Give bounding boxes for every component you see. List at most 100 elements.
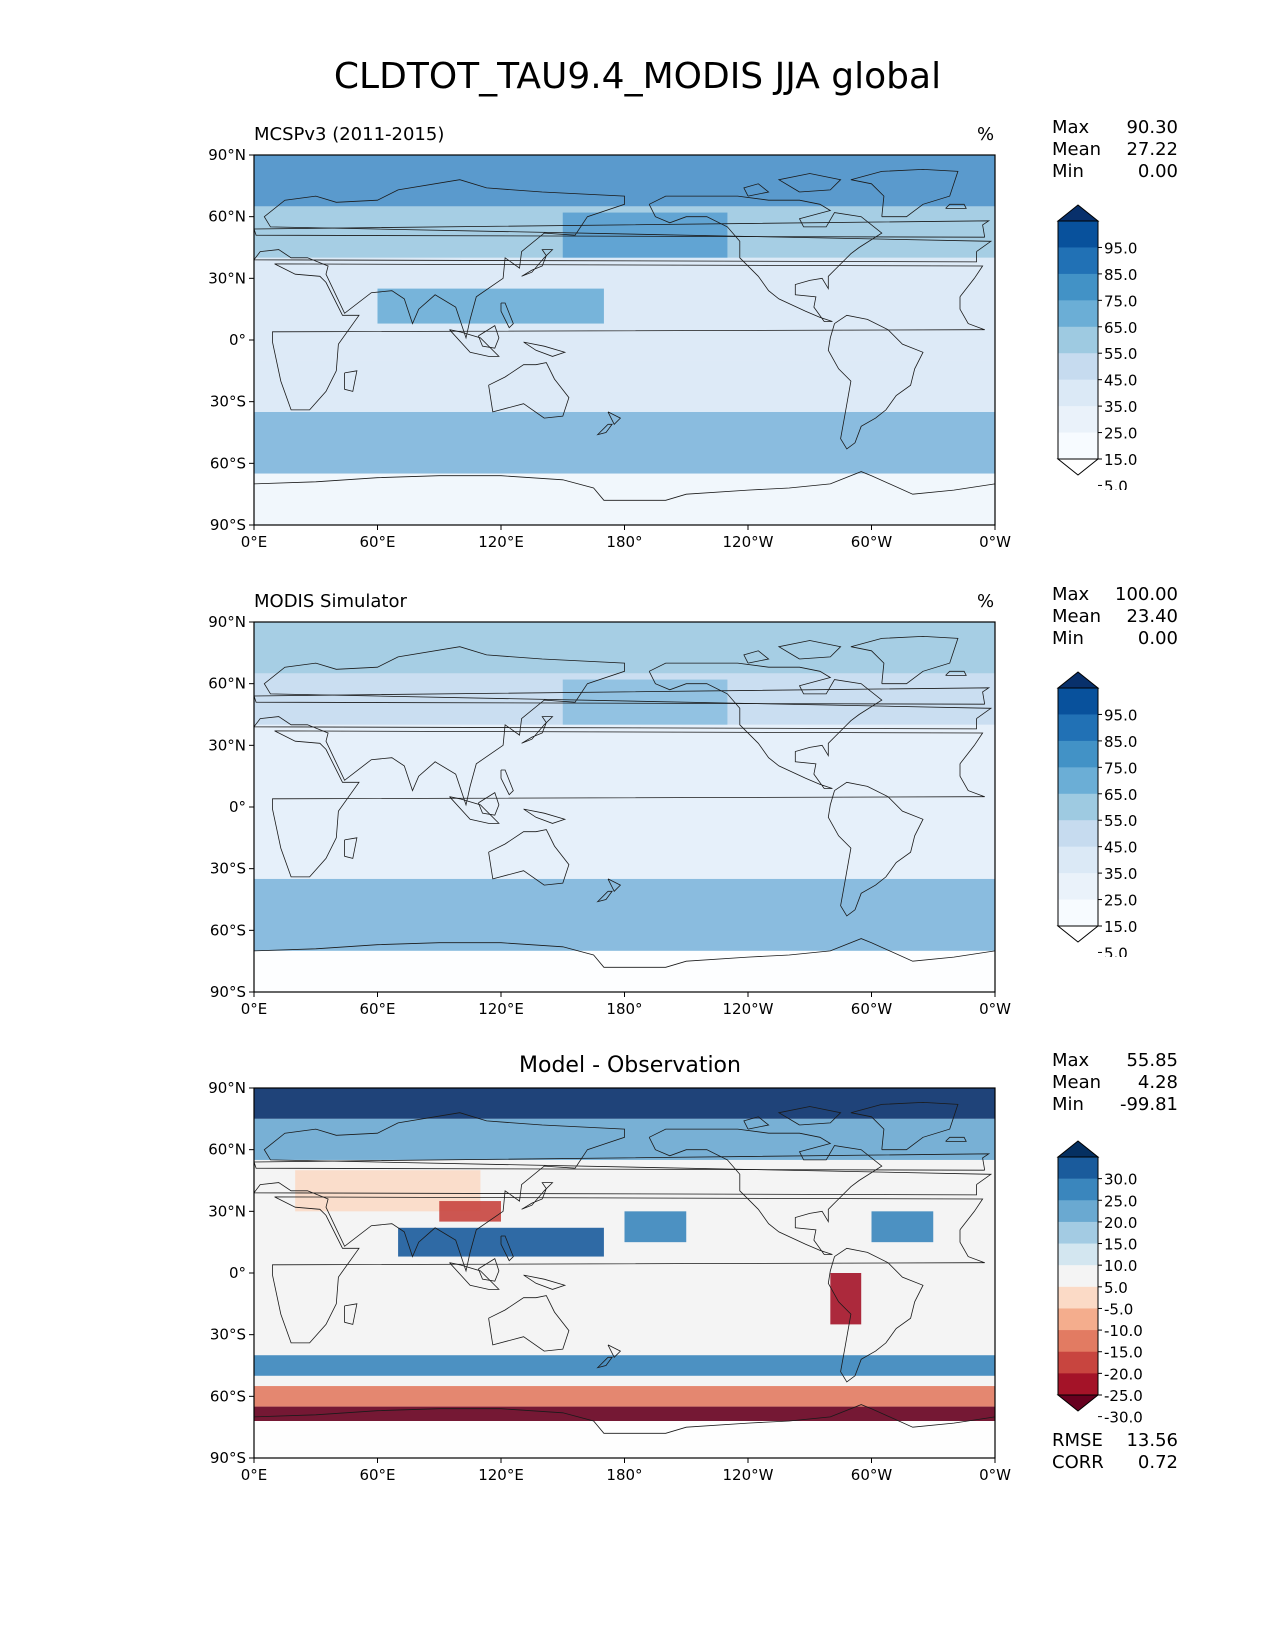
- colorbar-segment: [1058, 406, 1098, 434]
- colorbar-tick-label: 25.0: [1104, 1192, 1137, 1210]
- coastline: [648, 662, 883, 789]
- colorbar-segment: [1058, 899, 1098, 927]
- coastline: [488, 362, 570, 419]
- lon-tick-label: 180°: [606, 1000, 642, 1018]
- colorbar-tick-label: 65.0: [1104, 319, 1137, 337]
- coastline: [827, 314, 924, 450]
- lat-tick-label: 90°N: [208, 146, 246, 164]
- lat-tick-label: 0°: [229, 1264, 246, 1282]
- mean-label: Mean: [1052, 139, 1102, 160]
- colorbar: 30.0 25.0 20.0 15.0 10.0 5.0 -5.0 -10.0 -15.0 -20…: [1056, 1140, 1143, 1426]
- field-layer: [254, 155, 995, 525]
- colorbar-segment: [1058, 873, 1098, 901]
- panel-label: MCSPv3 (2011-2015): [254, 124, 445, 145]
- lat-tick-label: 90°N: [208, 613, 246, 631]
- stats-block: Max 100.00 Mean 23.40 Min 0.00: [1052, 584, 1178, 650]
- colorbar-segment: [1058, 1373, 1098, 1396]
- colorbar-segment: [1058, 247, 1098, 275]
- max-label: Max: [1052, 117, 1090, 138]
- coastline: [254, 1112, 993, 1273]
- lon-tick-label: 120°E: [478, 533, 524, 551]
- field-region: [624, 1211, 687, 1243]
- lat-tick-label: 60°S: [210, 454, 246, 472]
- stats-block: Max 90.30 Mean 27.22 Min 0.00: [1052, 117, 1178, 183]
- coastline: [777, 640, 842, 660]
- colorbar-tick-label: 55.0: [1104, 812, 1137, 830]
- colorbar-tick-label: 35.0: [1104, 398, 1137, 416]
- field-region: [254, 1088, 995, 1119]
- field-region: [254, 1406, 995, 1421]
- coastline: [254, 646, 993, 807]
- coastline: [449, 329, 500, 357]
- coastline: [850, 1101, 959, 1151]
- colorbar-tick-label: -5.0: [1104, 1300, 1133, 1318]
- colorbar-segment: [1058, 1308, 1098, 1331]
- lat-tick-label: 0°: [229, 798, 246, 816]
- map-model: 90°N 60°N 30°N 0° 30°S 60°S 90°S0°E 60°E 120°E 18…: [208, 613, 1011, 1018]
- lat-tick-label: 90°S: [210, 516, 246, 534]
- lon-tick-label: 120°W: [723, 1466, 774, 1484]
- field-region: [254, 411, 995, 474]
- colorbar-tick-label: 35.0: [1104, 865, 1137, 883]
- lon-tick-label: 0°W: [979, 533, 1011, 551]
- colorbar-extend-top: [1056, 1140, 1100, 1158]
- field-region: [254, 950, 995, 992]
- coastline: [488, 1295, 570, 1352]
- max-label: Max: [1052, 584, 1090, 605]
- figure-title: CLDTOT_TAU9.4_MODIS JJA global: [333, 56, 942, 97]
- colorbar-segment: [1058, 1221, 1098, 1245]
- lon-tick-label: 0°E: [241, 533, 268, 551]
- colorbar-segment: [1058, 740, 1098, 768]
- lon-tick-label: 120°E: [478, 1000, 524, 1018]
- coastline: [254, 938, 995, 968]
- field-region: [254, 1118, 995, 1160]
- rmse-value: 13.56: [1126, 1430, 1178, 1451]
- coastline: [945, 1136, 967, 1142]
- coastline: [500, 769, 514, 796]
- colorbar-tick-label: 25.0: [1104, 892, 1137, 910]
- stats-block: Max 55.85 Mean 4.28 Min -99.81: [1052, 1050, 1178, 1116]
- field-region: [871, 1211, 934, 1243]
- coastline: [648, 195, 883, 322]
- lat-tick-label: 30°S: [210, 1326, 246, 1344]
- coastline: [521, 249, 554, 277]
- colorbar-tick-label: 95.0: [1104, 706, 1137, 724]
- max-value: 100.00: [1115, 584, 1178, 605]
- lat-tick-label: 30°S: [210, 393, 246, 411]
- colorbar-tick-label: 45.0: [1104, 839, 1137, 857]
- field-layer: [254, 622, 995, 992]
- corr-value: 0.72: [1137, 1452, 1178, 1473]
- panel-unit: %: [977, 591, 995, 612]
- panel-title: Model - Observation: [519, 1053, 741, 1078]
- field-region: [254, 878, 995, 951]
- coastline: [272, 263, 985, 411]
- coastline: [648, 1128, 883, 1255]
- colorbar-segment: [1058, 1157, 1098, 1180]
- coastline: [521, 716, 554, 744]
- colorbar-segment: [1058, 1351, 1098, 1374]
- field-region: [830, 1273, 862, 1325]
- colorbar: 95.0 85.0 75.0 65.0 55.0 45.0 35.0 25.0 15.0 5.0: [1056, 671, 1137, 957]
- field-region: [254, 257, 995, 361]
- coastline: [743, 1116, 770, 1130]
- colorbar-segment: [1058, 273, 1098, 301]
- colorbar-segment: [1058, 1265, 1098, 1288]
- lon-tick-label: 0°E: [241, 1000, 268, 1018]
- coastline: [596, 1356, 613, 1369]
- colorbar-tick-label: -25.0: [1104, 1387, 1143, 1405]
- colorbar-extend-bottom: [1056, 458, 1100, 476]
- coastline: [272, 730, 985, 878]
- lon-tick-label: 60°W: [851, 1466, 893, 1484]
- lon-tick-label: 180°: [606, 1466, 642, 1484]
- lat-tick-label: 60°S: [210, 921, 246, 939]
- colorbar-segment: [1058, 353, 1098, 381]
- lon-tick-label: 60°E: [359, 1466, 395, 1484]
- field-region: [254, 1421, 995, 1458]
- colorbar-extend-bottom: [1056, 1394, 1100, 1412]
- min-value: 0.00: [1137, 628, 1178, 649]
- colorbar-segment: [1058, 714, 1098, 742]
- colorbar-segment: [1058, 1200, 1098, 1223]
- lon-tick-label: 60°W: [851, 533, 893, 551]
- coastline: [596, 890, 613, 903]
- colorbar-tick-label: -30.0: [1104, 1409, 1143, 1426]
